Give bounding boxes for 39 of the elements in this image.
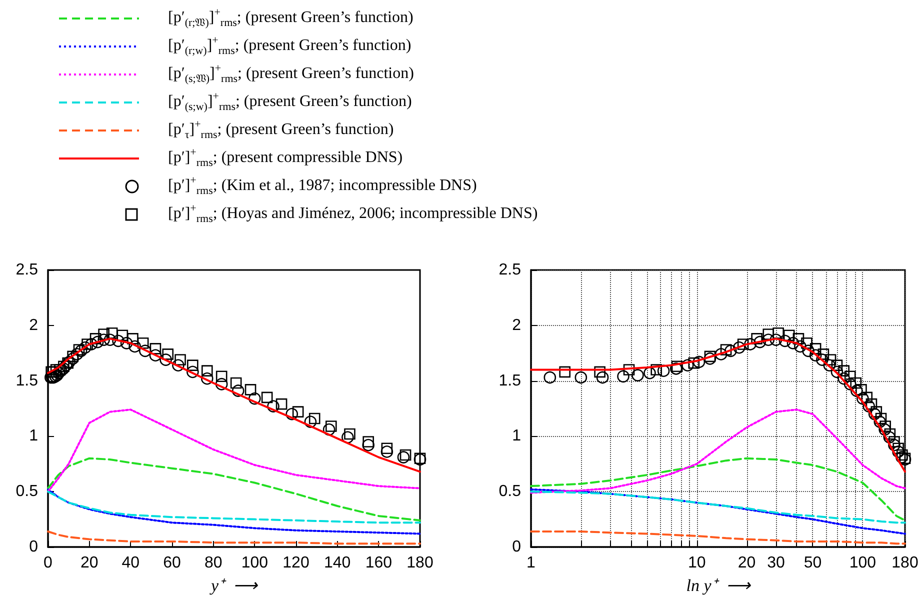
x-tick-label: 180 xyxy=(892,554,918,572)
y-tick-label: 1.5 xyxy=(498,372,522,390)
y-tick-label: 0.5 xyxy=(16,483,38,500)
x-tick-label: 140 xyxy=(324,554,351,572)
legend-label: [p′$_{(s;𝔚)}$]$^{+}$$_{rms}$; (present Green’s function) xyxy=(168,62,414,88)
legend-label: [p′$_{(r;𝔚)}$]$^{+}$$_{rms}$; (present Green’s function) xyxy=(168,6,414,32)
x-tick-label: 180 xyxy=(406,554,434,572)
x-axis-title: y⁺ ⟶ xyxy=(208,576,258,595)
legend-label: [p′]$^{+}$$_{rms}$; (Kim et al., 1987; incompressible DNS) xyxy=(168,174,477,200)
x-tick-label: 20 xyxy=(738,554,756,572)
x-tick-label: 40 xyxy=(122,554,140,572)
y-tick-label: 1.5 xyxy=(16,372,38,390)
y-tick-label: 0 xyxy=(29,538,38,556)
x-tick-label: 120 xyxy=(282,554,310,572)
x-tick-label: 0 xyxy=(44,554,53,572)
y-tick-label: 0 xyxy=(512,538,522,556)
x-tick-label: 1 xyxy=(526,554,536,572)
x-tick-label: 20 xyxy=(80,554,98,572)
legend-label: [p′]$^{+}$$_{rms}$; (present compressible DNS) xyxy=(168,146,403,172)
legend-label: [p′]$^{+}$$_{rms}$; (Hoyas and Jiménez, 2006; incompressible DNS) xyxy=(168,202,538,228)
y-tick-label: 2 xyxy=(29,316,38,334)
x-tick-label: 100 xyxy=(849,554,876,572)
y-tick-label: 2 xyxy=(512,316,522,334)
legend-label: [p′$_{(r;w)}$]$^{+}$$_{rms}$; (present Green’s function) xyxy=(168,34,412,60)
x-tick-label: 30 xyxy=(767,554,785,572)
x-tick-label: 10 xyxy=(688,554,706,572)
x-tick-label: 60 xyxy=(163,554,181,572)
x-tick-label: 100 xyxy=(241,554,268,572)
y-tick-label: 2.5 xyxy=(16,262,38,278)
x-tick-label: 160 xyxy=(365,554,392,572)
y-tick-label: 2.5 xyxy=(498,262,522,278)
y-tick-label: 1 xyxy=(29,428,38,445)
legend-label: [p′$_{τ}$]$^{+}$$_{rms}$; (present Green’s function) xyxy=(168,118,394,144)
y-tick-label: 1 xyxy=(512,428,522,445)
y-tick-label: 0.5 xyxy=(498,483,522,500)
x-tick-label: 80 xyxy=(204,554,222,572)
legend-label: [p′$_{(s;w)}$]$^{+}$$_{rms}$; (present Green’s function) xyxy=(168,90,412,116)
x-tick-label: 50 xyxy=(804,554,822,572)
x-axis-title: ln y⁺ ⟶ xyxy=(686,576,751,595)
